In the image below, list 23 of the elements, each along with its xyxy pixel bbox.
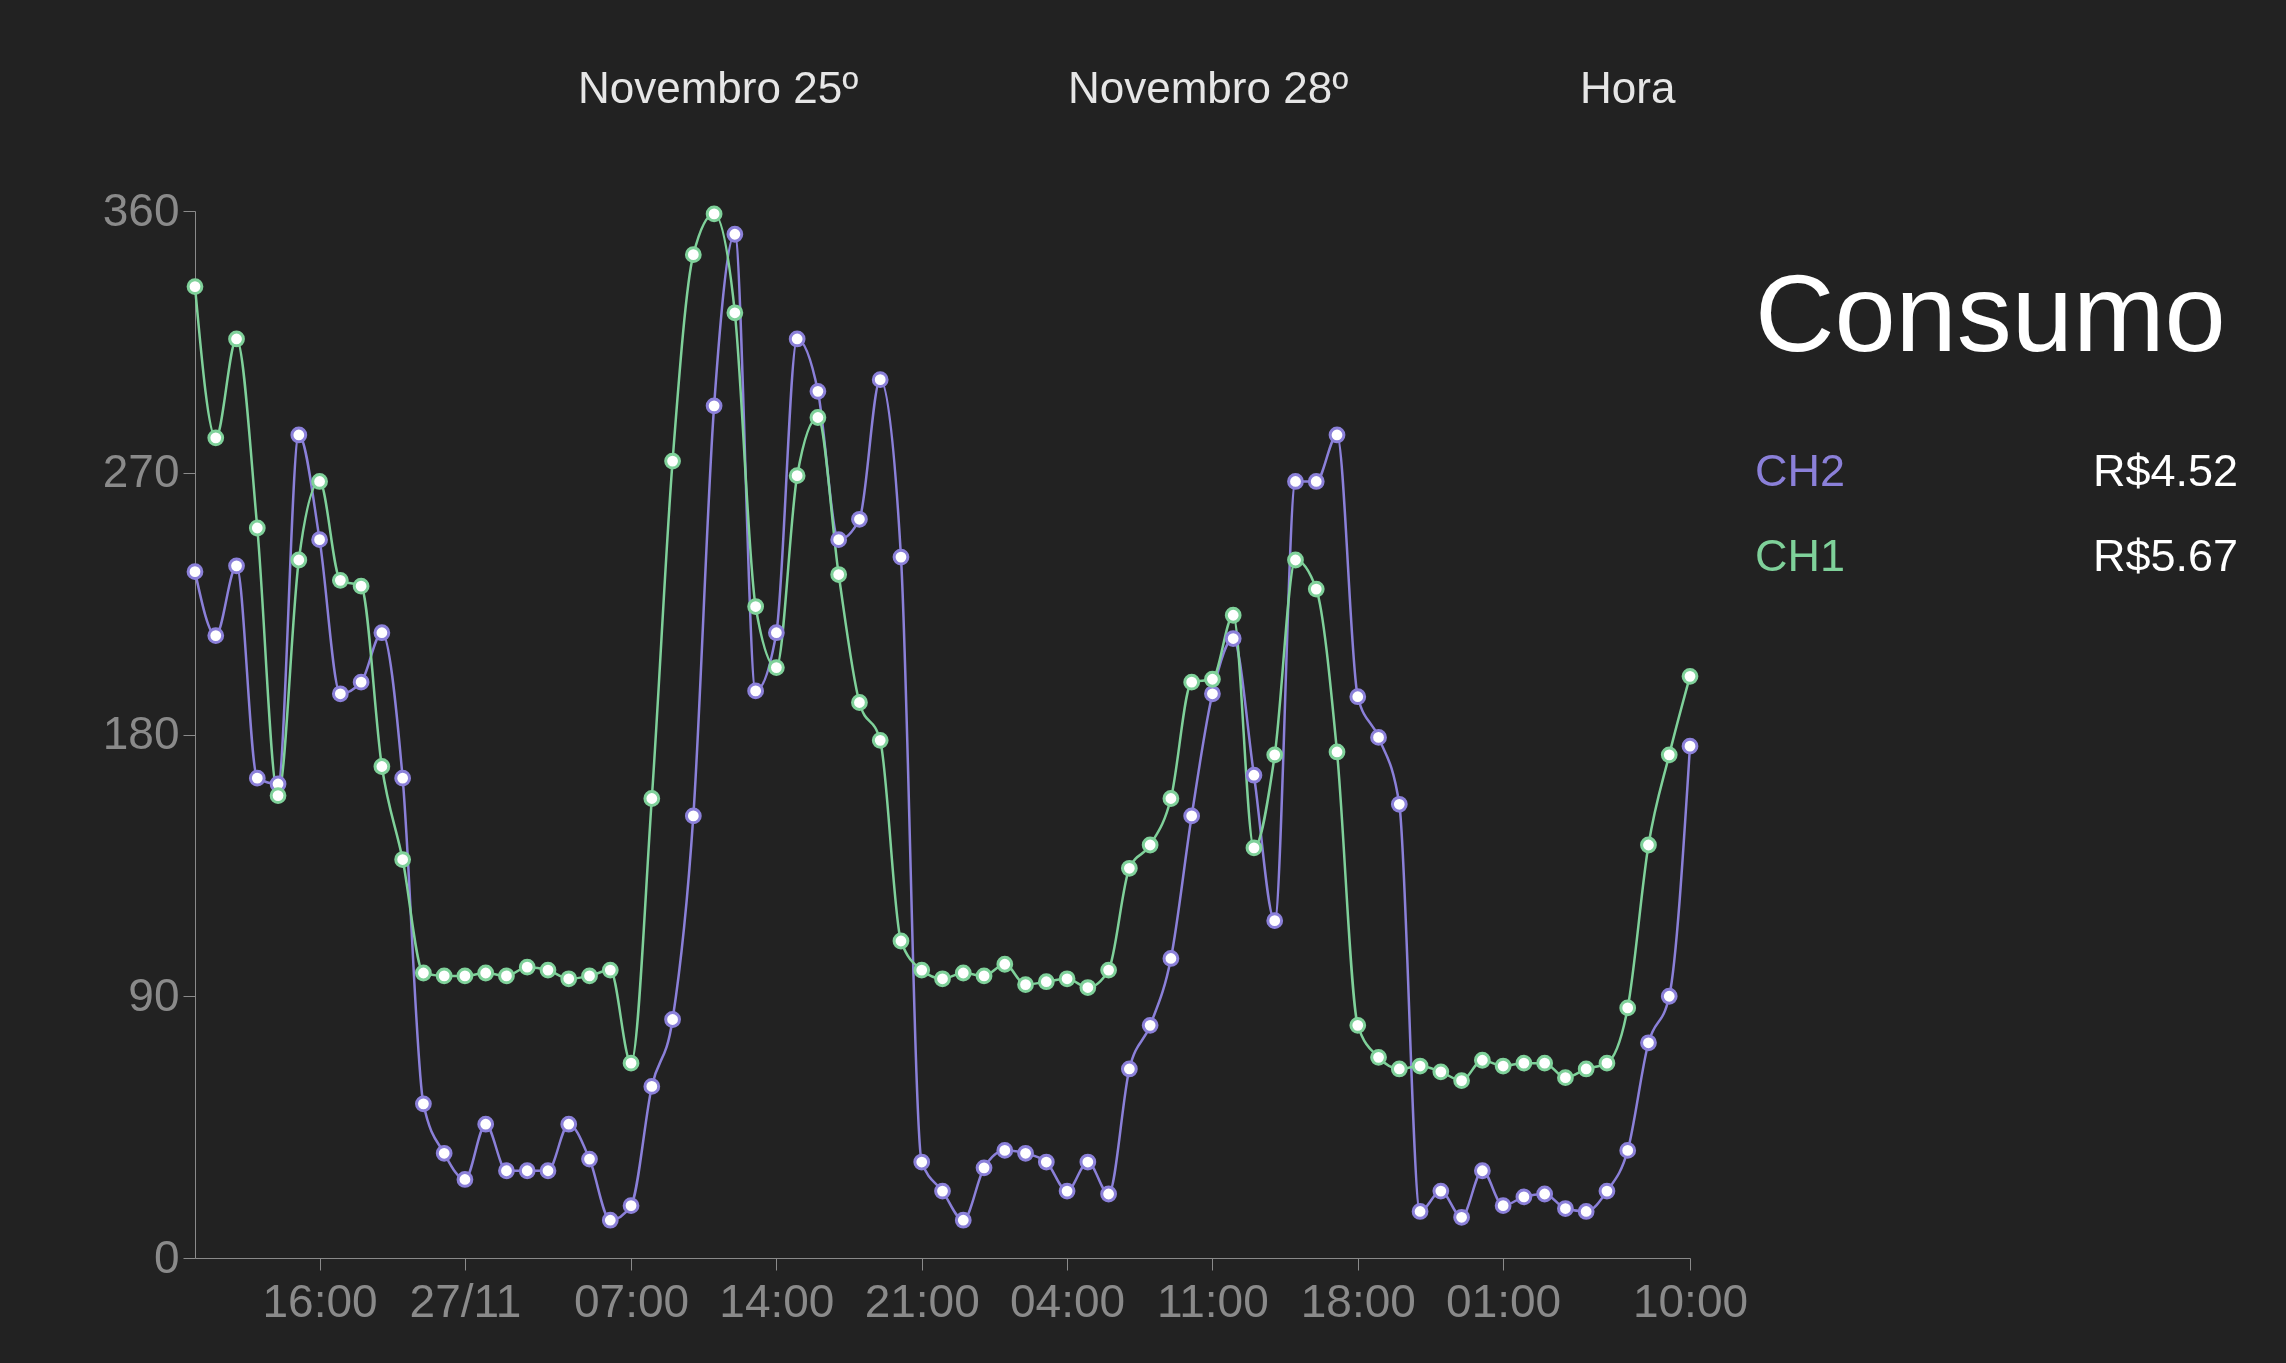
text: Consumo: [1755, 251, 2226, 374]
x-tick-label: 16:00: [262, 1274, 378, 1327]
text: Hora: [1580, 63, 1676, 112]
text: R$5.67: [2092, 530, 2238, 581]
y-tick-label: 90: [128, 968, 180, 1021]
x-tick-label: 14:00: [719, 1274, 835, 1327]
text: CH1: [1755, 530, 1846, 581]
x-tick-label: 07:00: [573, 1274, 690, 1327]
x-tick-label: 10:00: [1632, 1274, 1749, 1327]
x-tick-label: 18:00: [1300, 1274, 1416, 1327]
x-tick-label: 04:00: [1010, 1274, 1126, 1327]
y-tick-label: 180: [102, 707, 180, 759]
text: Novembro 28º: [1068, 63, 1349, 112]
x-tick-label: 11:00: [1157, 1274, 1269, 1327]
y-tick-label: 0: [153, 1230, 180, 1283]
text: R$4.52: [2092, 445, 2238, 496]
y-tick-label: 270: [102, 445, 180, 498]
y-tick-label: 360: [102, 183, 180, 236]
text: CH2: [1755, 445, 1846, 496]
text: Novembro 25º: [578, 63, 859, 112]
x-tick-label: 27/11: [409, 1274, 522, 1327]
x-tick-label: 21:00: [864, 1274, 980, 1327]
x-tick-label: 01:00: [1446, 1274, 1562, 1327]
